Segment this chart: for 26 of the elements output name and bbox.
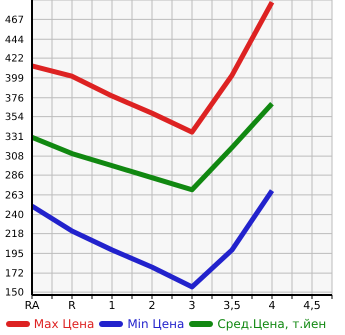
legend-label: Сред.Цена, т.йен: [216, 317, 326, 331]
y-tick-label: 467: [4, 14, 24, 26]
x-tick-label: R: [68, 298, 76, 312]
y-tick-label: 331: [4, 132, 24, 143]
y-tick-label: 218: [4, 229, 24, 240]
y-tick-label: 422: [4, 54, 24, 65]
y-tick-label: 195: [4, 248, 24, 260]
y-tick-label: 150: [4, 288, 24, 299]
y-tick-label: 399: [4, 73, 24, 84]
legend-label: Max Цена: [32, 317, 94, 331]
legend-label: Min Цена: [126, 317, 184, 331]
x-tick-label: 1: [108, 298, 116, 312]
x-tick-label: 4: [268, 298, 276, 312]
y-tick-label: 172: [4, 268, 24, 280]
y-tick-label: 240: [4, 210, 24, 222]
x-tick-label: 4,5: [303, 298, 321, 312]
y-tick-label: 444: [4, 34, 24, 46]
x-tick-label: 3: [188, 298, 196, 312]
x-tick-label: 2: [148, 298, 156, 312]
y-tick-label: 286: [4, 170, 24, 182]
y-tick-label: 376: [4, 93, 24, 104]
y-tick-label: 354: [4, 112, 24, 124]
x-tick-label: 3,5: [223, 298, 241, 312]
y-tick-label: 308: [4, 152, 24, 163]
x-tick-label: RA: [24, 298, 40, 312]
y-tick-label: 263: [4, 190, 24, 202]
